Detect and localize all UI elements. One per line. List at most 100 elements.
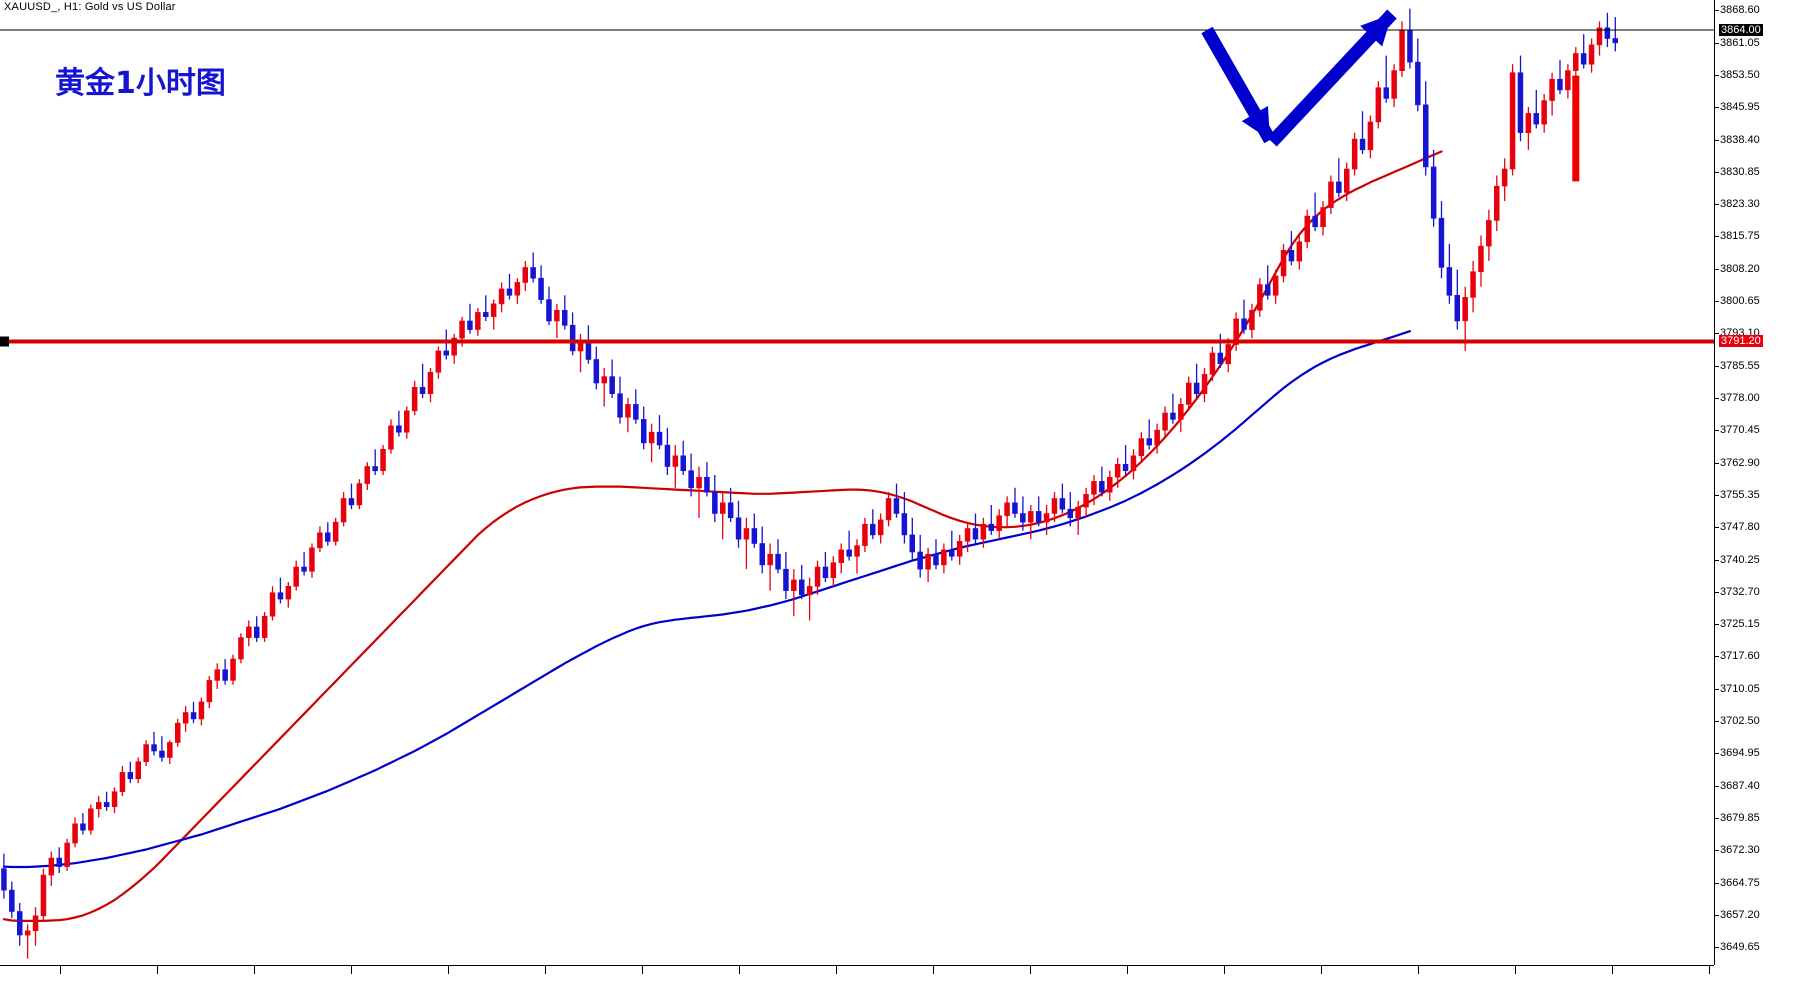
- price-tick-label: 3702.50: [1720, 715, 1760, 728]
- candle-body: [1099, 481, 1105, 493]
- time-tick: [1321, 965, 1322, 974]
- candle-body: [822, 566, 829, 578]
- price-tick-label: 3672.30: [1720, 844, 1760, 857]
- candle-body: [854, 545, 860, 557]
- candle-body: [1446, 267, 1453, 296]
- candle-body: [1549, 78, 1555, 101]
- candle-body: [72, 823, 78, 844]
- time-tick: [642, 965, 643, 974]
- candle-body: [640, 419, 647, 444]
- candle-body: [1391, 70, 1397, 99]
- tick-dash: [1714, 365, 1719, 367]
- candle-body: [230, 658, 236, 681]
- candle-body: [933, 553, 939, 566]
- candle-body: [561, 309, 568, 326]
- candle-body: [1209, 352, 1216, 375]
- candle-body: [1573, 53, 1579, 71]
- candle-body: [1328, 181, 1334, 208]
- tick-dash: [1714, 107, 1719, 109]
- candle-body: [743, 528, 750, 540]
- candle-body: [1359, 138, 1366, 151]
- price-tick-label: 3838.40: [1720, 133, 1760, 146]
- candle-body: [1193, 382, 1200, 394]
- candle-body: [48, 857, 55, 876]
- candle-body: [1225, 344, 1232, 365]
- annotation-text-cn: 黄金1小时图: [55, 66, 226, 101]
- candle-body: [103, 802, 110, 808]
- candle-body: [364, 466, 370, 484]
- tick-dash: [1714, 591, 1719, 593]
- candle-body: [846, 549, 852, 557]
- candle-body: [348, 498, 355, 506]
- candle-body: [175, 722, 181, 743]
- candle-body: [151, 744, 157, 752]
- candle-body: [1320, 207, 1326, 228]
- candle-body: [111, 791, 118, 808]
- price-value: 3791.20: [1719, 335, 1763, 348]
- candle-body: [403, 410, 410, 433]
- time-tick: [545, 965, 546, 974]
- candle-body: [601, 376, 607, 384]
- candle-body: [1178, 404, 1184, 420]
- candle-body: [791, 579, 797, 591]
- price-tick-label: 3694.95: [1720, 747, 1760, 760]
- price-tick-label: 3845.95: [1720, 101, 1760, 114]
- candle-body: [980, 523, 987, 540]
- candle-body: [1454, 294, 1461, 322]
- candle-body: [1557, 78, 1563, 91]
- candle-body: [704, 476, 710, 493]
- candle-body: [522, 267, 528, 283]
- price-tick-label: 3717.60: [1720, 650, 1760, 663]
- candle-body: [1233, 318, 1239, 345]
- candle-body: [1312, 215, 1318, 228]
- candle-body: [1020, 513, 1026, 523]
- candle-body: [182, 712, 189, 724]
- candle-body: [190, 712, 197, 720]
- price-tick-label: 3861.05: [1720, 36, 1760, 49]
- price-tick-label: 3868.60: [1720, 4, 1760, 17]
- price-tick-label: 3710.05: [1720, 682, 1760, 695]
- time-axis: [0, 965, 1800, 987]
- price-axis[interactable]: 3868.60 3861.05 3853.50 3845.95 3838.40 3830.…: [1714, 0, 1800, 965]
- candle-body: [1336, 181, 1342, 193]
- candle-body: [798, 579, 805, 596]
- candle-body: [1114, 463, 1121, 478]
- tick-dash: [1714, 430, 1719, 432]
- candle-body: [1565, 70, 1571, 91]
- tick-dash: [1714, 42, 1719, 44]
- price-tick-label: 3823.30: [1720, 198, 1760, 211]
- candle-body: [767, 553, 773, 566]
- tick-dash: [1714, 914, 1719, 916]
- candle-body: [293, 566, 299, 587]
- tick-dash: [1714, 397, 1719, 399]
- candle-body: [1415, 61, 1421, 106]
- candle-body: [901, 513, 908, 536]
- candle-body: [617, 393, 623, 418]
- candle-body: [443, 350, 449, 356]
- tick-dash: [1714, 947, 1719, 949]
- candle-body: [814, 566, 821, 587]
- level-anchor-handle[interactable]: [0, 336, 9, 347]
- time-tick: [60, 965, 61, 974]
- candle-body: [1430, 166, 1437, 219]
- candle-body: [1122, 463, 1129, 471]
- candle-body: [1186, 382, 1192, 405]
- candle-body: [996, 515, 1002, 532]
- down-arrow-head: [1241, 106, 1270, 140]
- candle-body: [1470, 271, 1476, 298]
- candle-body: [712, 491, 718, 514]
- candle-body: [609, 376, 615, 395]
- candle-body: [696, 476, 702, 489]
- candle-body: [538, 277, 544, 300]
- candle-body: [956, 540, 963, 557]
- candle-body: [1170, 412, 1176, 420]
- chart-plot-area[interactable]: [0, 0, 1714, 965]
- candle-body: [1280, 250, 1287, 277]
- time-tick: [836, 965, 837, 974]
- price-tick-label: 3649.65: [1720, 941, 1760, 954]
- tick-dash: [1714, 171, 1719, 173]
- candle-body: [356, 483, 363, 506]
- candle-body: [1596, 27, 1603, 46]
- candle-body: [1051, 498, 1058, 514]
- candle-body: [277, 592, 284, 600]
